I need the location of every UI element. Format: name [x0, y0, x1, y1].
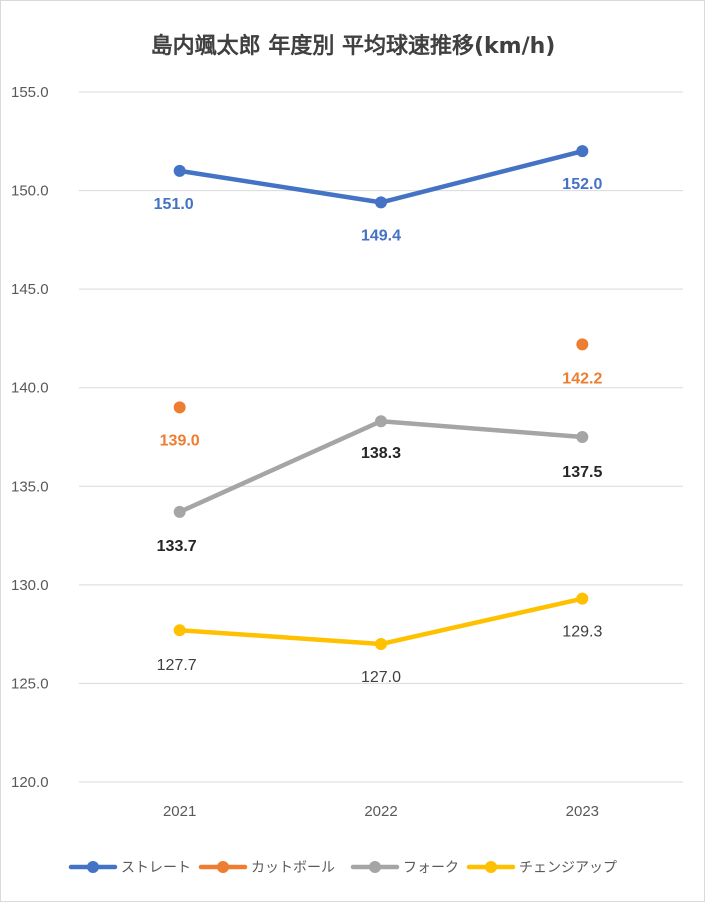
- data-point: [576, 592, 589, 605]
- data-label: 129.3: [562, 624, 602, 641]
- data-label: 127.0: [361, 669, 401, 686]
- data-point: [375, 415, 387, 428]
- data-label: 139.0: [160, 432, 200, 449]
- data-point: [173, 505, 186, 518]
- data-label: 151.0: [154, 196, 194, 213]
- x-axis-tick-labels: 2021 2022 2023: [163, 803, 599, 820]
- legend-item-4: チェンジアップ: [466, 860, 617, 876]
- data-label: 138.3: [361, 445, 401, 462]
- data-label-layer: 151.0 149.4 152.0 139.0 142.2 133.7 138.3 137.5…: [154, 176, 603, 686]
- y-tick-label: 145.0: [11, 281, 49, 298]
- data-point: [173, 624, 186, 637]
- x-tick-label: 2021: [163, 803, 196, 820]
- x-tick-label: 2023: [566, 803, 599, 820]
- y-tick-label: 135.0: [11, 478, 49, 495]
- data-label: 152.0: [562, 176, 602, 193]
- y-tick-label: 150.0: [11, 183, 49, 200]
- y-tick-label: 130.0: [11, 577, 49, 594]
- y-tick-label: 120.0: [11, 774, 49, 791]
- series-3: [173, 415, 589, 518]
- y-tick-label: 125.0: [11, 675, 49, 692]
- data-point: [173, 164, 186, 177]
- data-label: 149.4: [361, 227, 401, 244]
- data-point: [576, 338, 589, 351]
- series-line: [177, 148, 585, 205]
- legend-swatch-marker: [87, 861, 99, 873]
- series-1: [173, 145, 589, 209]
- y-tick-label: 155.0: [11, 84, 49, 101]
- legend-swatch-marker: [485, 861, 497, 873]
- series-line: [177, 596, 585, 647]
- series-line: [177, 418, 585, 515]
- legend: ストレート カットボール フォーク チェンジアップ: [68, 860, 617, 876]
- legend-swatch-marker: [369, 861, 381, 873]
- y-tick-label: 140.0: [11, 380, 49, 397]
- data-point: [576, 431, 589, 443]
- series-2: [173, 338, 589, 414]
- legend-label: フォーク: [403, 860, 459, 876]
- series-4: [173, 592, 589, 650]
- series-layer: [173, 145, 589, 650]
- legend-label: チェンジアップ: [519, 860, 617, 876]
- data-point: [375, 196, 387, 209]
- data-point: [375, 638, 387, 650]
- legend-label: ストレート: [121, 860, 191, 876]
- data-label: 142.2: [562, 370, 602, 387]
- grid-layer: [79, 91, 683, 783]
- data-point: [173, 401, 186, 414]
- data-label: 137.5: [562, 464, 602, 481]
- legend-item-2: カットボール: [198, 860, 335, 876]
- legend-label: カットボール: [251, 860, 335, 876]
- chart-title: 島内颯太郎 年度別 平均球速推移(km/h): [151, 33, 556, 59]
- legend-swatch-marker: [217, 861, 229, 873]
- y-axis-tick-labels: 155.0 150.0 145.0 140.0 135.0 130.0 125.0 120.0: [11, 84, 49, 791]
- x-tick-label: 2022: [364, 803, 397, 820]
- legend-item-3: フォーク: [350, 860, 459, 876]
- data-point: [576, 145, 589, 158]
- data-label: 133.7: [157, 538, 197, 555]
- data-label: 127.7: [157, 657, 197, 674]
- legend-item-1: ストレート: [68, 860, 191, 876]
